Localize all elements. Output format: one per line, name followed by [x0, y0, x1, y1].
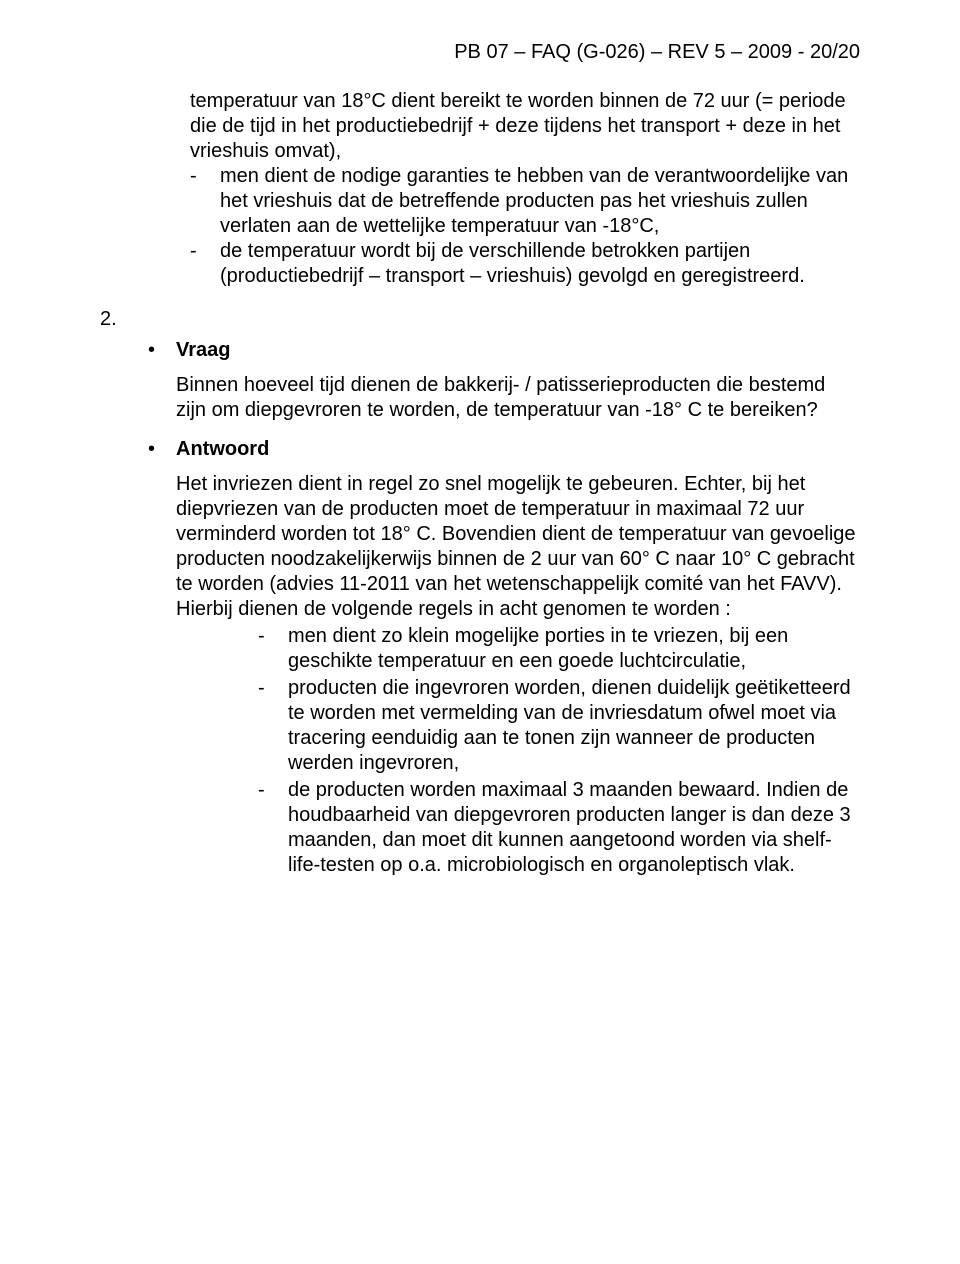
- document-page: PB 07 – FAQ (G-026) – REV 5 – 2009 - 20/…: [0, 0, 960, 1264]
- dash-icon: -: [258, 624, 288, 674]
- antwoord-body: Het invriezen dient in regel zo snel mog…: [100, 472, 860, 878]
- rule-item: - men dient zo klein mogelijke porties i…: [258, 624, 860, 674]
- dash-item: - de temperatuur wordt bij de verschille…: [190, 239, 860, 289]
- rule-text: de producten worden maximaal 3 maanden b…: [288, 778, 860, 878]
- rules-list: - men dient zo klein mogelijke porties i…: [176, 624, 860, 878]
- dash-item: - men dient de nodige garanties te hebbe…: [190, 164, 860, 239]
- vraag-text: Binnen hoeveel tijd dienen de bakkerij- …: [100, 373, 860, 423]
- rule-item: - producten die ingevroren worden, diene…: [258, 676, 860, 776]
- page-header: PB 07 – FAQ (G-026) – REV 5 – 2009 - 20/…: [100, 40, 860, 65]
- vraag-heading: • Vraag: [100, 338, 860, 363]
- rule-text: men dient zo klein mogelijke porties in …: [288, 624, 860, 674]
- antwoord-heading: • Antwoord: [100, 437, 860, 462]
- dash-text: de temperatuur wordt bij de verschillend…: [220, 239, 860, 289]
- rule-item: - de producten worden maximaal 3 maanden…: [258, 778, 860, 878]
- dash-text: men dient de nodige garanties te hebben …: [220, 164, 860, 239]
- antwoord-paragraph-2: Hierbij dienen de volgende regels in ach…: [176, 597, 860, 622]
- antwoord-paragraph-1: Het invriezen dient in regel zo snel mog…: [176, 472, 860, 597]
- antwoord-label: Antwoord: [176, 437, 269, 462]
- bullet-dot-icon: •: [148, 338, 176, 363]
- vraag-label: Vraag: [176, 338, 230, 363]
- dash-icon: -: [258, 778, 288, 878]
- rule-text: producten die ingevroren worden, dienen …: [288, 676, 860, 776]
- lead-text: temperatuur van 18°C dient bereikt te wo…: [190, 89, 860, 164]
- continued-paragraph-block: temperatuur van 18°C dient bereikt te wo…: [100, 89, 860, 289]
- dash-icon: -: [190, 164, 220, 239]
- item-number: 2.: [100, 307, 860, 332]
- dash-icon: -: [258, 676, 288, 776]
- dash-icon: -: [190, 239, 220, 289]
- bullet-dot-icon: •: [148, 437, 176, 462]
